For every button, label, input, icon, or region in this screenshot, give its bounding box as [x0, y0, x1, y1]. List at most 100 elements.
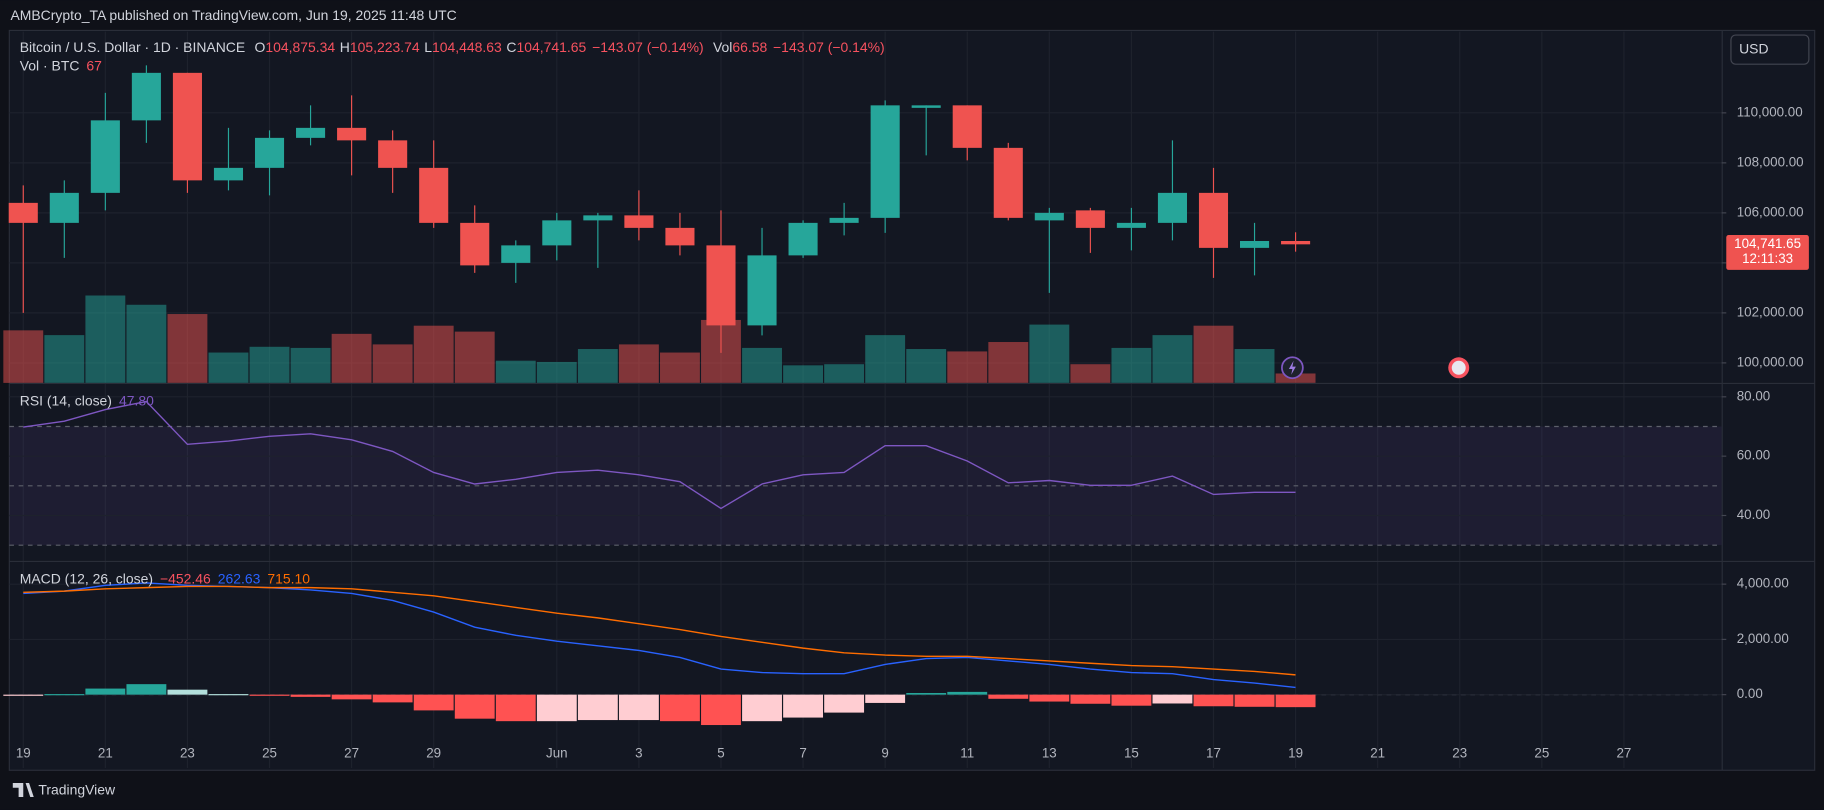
histogram-bar	[1152, 694, 1193, 704]
histogram-bar	[372, 694, 413, 703]
signal-line	[23, 585, 1296, 676]
volume-bar	[3, 330, 44, 383]
volume-bar	[906, 349, 947, 383]
histogram-bar	[208, 694, 249, 696]
x-tick-label: 19	[16, 746, 31, 761]
brand-logo	[12, 783, 34, 798]
legend-value: 105,223.74	[350, 39, 420, 55]
y-tick-label: 100,000.00	[1737, 354, 1804, 369]
countdown-label: 12:11:33	[1742, 251, 1793, 266]
economic-event-flag	[1451, 360, 1466, 375]
volume-bar	[1070, 364, 1111, 383]
histogram-bar	[1070, 694, 1111, 704]
histogram-bar	[1234, 694, 1275, 707]
x-tick-label: 13	[1042, 746, 1057, 761]
x-tick-label: 25	[1534, 746, 1549, 761]
histogram-bar	[3, 694, 44, 696]
x-tick-label: 15	[1124, 746, 1139, 761]
candle-body	[1034, 212, 1064, 221]
legend-key: Vol	[713, 39, 732, 55]
x-tick-label: 21	[1370, 746, 1385, 761]
volume-bar	[536, 361, 577, 383]
y-tick-label: 106,000.00	[1737, 204, 1804, 219]
volume-bar	[454, 331, 495, 383]
histogram-bar	[660, 694, 700, 722]
volume-bar	[249, 346, 290, 383]
candle-body	[1116, 222, 1146, 228]
macd-legend: MACD (12, 26, close) −452.46 262.63 715.10	[20, 570, 310, 586]
x-tick-label: 25	[262, 746, 277, 761]
legend-value: 104,448.63	[432, 39, 502, 55]
candle-body	[1281, 240, 1311, 245]
legend-key: C	[506, 39, 516, 55]
histogram-bar	[1193, 694, 1234, 707]
x-tick-label: 7	[799, 746, 806, 761]
volume-bar	[988, 342, 1029, 383]
volume-bar	[1111, 347, 1152, 383]
candle-body	[993, 147, 1023, 218]
volume-bar	[413, 325, 454, 383]
histogram-bar	[249, 694, 290, 696]
candle-body	[213, 167, 244, 181]
candle-body	[1239, 241, 1270, 248]
y-tick-label: 0.00	[1737, 686, 1763, 701]
brand-name: TradingView	[38, 781, 116, 797]
candle-body	[254, 137, 285, 168]
y-tick-label: 40.00	[1737, 507, 1770, 522]
currency-button[interactable]	[1730, 34, 1810, 65]
candle-body	[911, 105, 941, 108]
candle-body	[1075, 210, 1105, 228]
legend-key: L	[424, 39, 432, 55]
rsi-legend: RSI (14, close) 47.80	[20, 392, 154, 408]
histogram-bar	[290, 694, 331, 697]
candle-body	[296, 127, 326, 138]
volume-bar	[44, 335, 85, 383]
histogram-bar	[865, 694, 906, 703]
legend-value: 104,741.65	[516, 39, 586, 55]
y-tick-label: 102,000.00	[1737, 304, 1804, 319]
volume-bar	[495, 360, 536, 383]
y-tick-label: 4,000.00	[1737, 576, 1789, 591]
histogram-bar	[988, 694, 1029, 699]
candle-body	[49, 192, 79, 223]
x-tick-label: 17	[1206, 746, 1221, 761]
legend-change: −143.07 (−0.14%)	[773, 39, 885, 55]
y-tick-label: 110,000.00	[1737, 104, 1803, 119]
volume-bar	[577, 349, 618, 383]
histogram-bar	[1111, 694, 1152, 706]
y-tick-label: 80.00	[1737, 388, 1770, 403]
histogram-value: −452.46	[160, 570, 211, 586]
currency-label[interactable]: USD	[1739, 40, 1768, 56]
histogram-bar	[454, 694, 495, 719]
x-tick-label: 23	[180, 746, 195, 761]
candle-body	[665, 227, 695, 246]
histogram-bar	[701, 694, 741, 726]
y-tick-label: 108,000.00	[1737, 154, 1804, 169]
histogram-bar	[1275, 694, 1316, 708]
histogram-bar	[536, 694, 577, 722]
candle-body	[460, 222, 490, 266]
legend-value: 66.58	[732, 39, 767, 55]
candle-body	[337, 127, 367, 141]
event-icon-glyph	[1288, 360, 1296, 375]
symbol-title: Bitcoin / U.S. Dollar · 1D · BINANCE	[20, 39, 245, 55]
macd-value: 262.63	[218, 570, 261, 586]
volume-bar	[618, 344, 659, 383]
signal-value: 715.10	[267, 570, 310, 586]
volume-bar	[208, 352, 249, 383]
volume-bar	[290, 347, 331, 383]
volume-bar	[865, 335, 906, 383]
x-tick-label: 27	[1616, 746, 1631, 761]
candle-body	[870, 105, 900, 218]
volume-bar	[85, 295, 126, 383]
x-tick-label: 23	[1452, 746, 1467, 761]
price-legend: Bitcoin / U.S. Dollar · 1D · BINANCE O104…	[20, 39, 885, 55]
volume-bar	[331, 333, 372, 383]
x-tick-label: 9	[881, 746, 888, 761]
volume-legend: Vol · BTC 67	[20, 57, 102, 73]
x-tick-label: 5	[717, 746, 724, 761]
histogram-bar	[906, 692, 947, 695]
candle-body	[378, 140, 408, 168]
publisher-note: AMBCrypto_TA published on TradingView.co…	[10, 7, 456, 23]
